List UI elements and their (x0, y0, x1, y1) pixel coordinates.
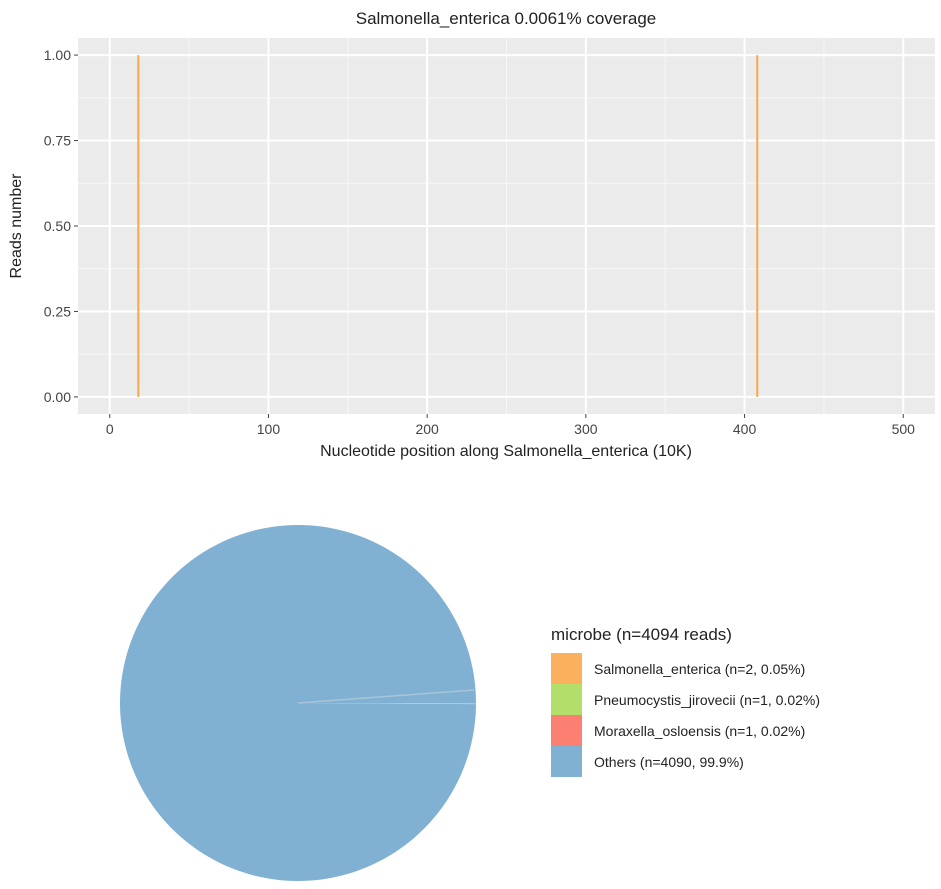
coverage-y-tick-label: 0.25 (44, 303, 71, 319)
legend-swatch (551, 715, 582, 746)
pie-slice (298, 703, 476, 704)
coverage-read-marks (137, 55, 759, 397)
coverage-x-tick-label: 0 (106, 421, 114, 437)
legend-items: Salmonella_enterica (n=2, 0.05%) Pneumocy… (551, 653, 820, 777)
coverage-x-tick-label: 200 (415, 421, 439, 437)
coverage-x-axis-label: Nucleotide position along Salmonella_ent… (320, 443, 692, 460)
legend-swatch (551, 653, 582, 684)
coverage-y-tick-label: 0.50 (44, 218, 71, 234)
legend-label: Moraxella_osloensis (n=1, 0.02%) (594, 723, 805, 739)
legend-swatch (551, 746, 582, 777)
coverage-y-tick-label: 0.75 (44, 133, 71, 149)
pie-slices (120, 525, 476, 882)
coverage-x-tick-label: 500 (892, 421, 916, 437)
pie-slice-separator (297, 689, 475, 704)
coverage-axis-ticks: 0 100 200 300 400 500 0.00 0.25 0.50 0.75 1.00 (44, 47, 915, 437)
coverage-y-tick-label: 0.00 (44, 389, 71, 405)
legend-swatch (551, 684, 582, 715)
coverage-x-tick-label: 100 (257, 421, 281, 437)
coverage-x-tick-label: 300 (574, 421, 598, 437)
coverage-x-tick-label: 400 (733, 421, 757, 437)
legend-label: Others (n=4090, 99.9%) (594, 754, 744, 770)
legend-label: Salmonella_enterica (n=2, 0.05%) (594, 661, 805, 677)
coverage-chart-title: Salmonella_enterica 0.0061% coverage (356, 9, 657, 28)
coverage-y-axis-label: Reads number (8, 173, 25, 279)
coverage-y-tick-label: 1.00 (44, 47, 71, 63)
coverage-chart: Salmonella_enterica 0.0061% coverage 0 10… (8, 9, 935, 460)
legend-title: microbe (n=4094 reads) (551, 625, 732, 644)
coverage-gridlines (78, 38, 935, 414)
legend-label: Pneumocystis_jirovecii (n=1, 0.02%) (594, 692, 820, 708)
microbe-pie-chart (120, 525, 476, 882)
pie-slice (298, 703, 476, 705)
pie-slice (298, 703, 476, 704)
microbe-legend: microbe (n=4094 reads) Salmonella_enteri… (551, 625, 820, 777)
pie-slice (120, 525, 476, 882)
